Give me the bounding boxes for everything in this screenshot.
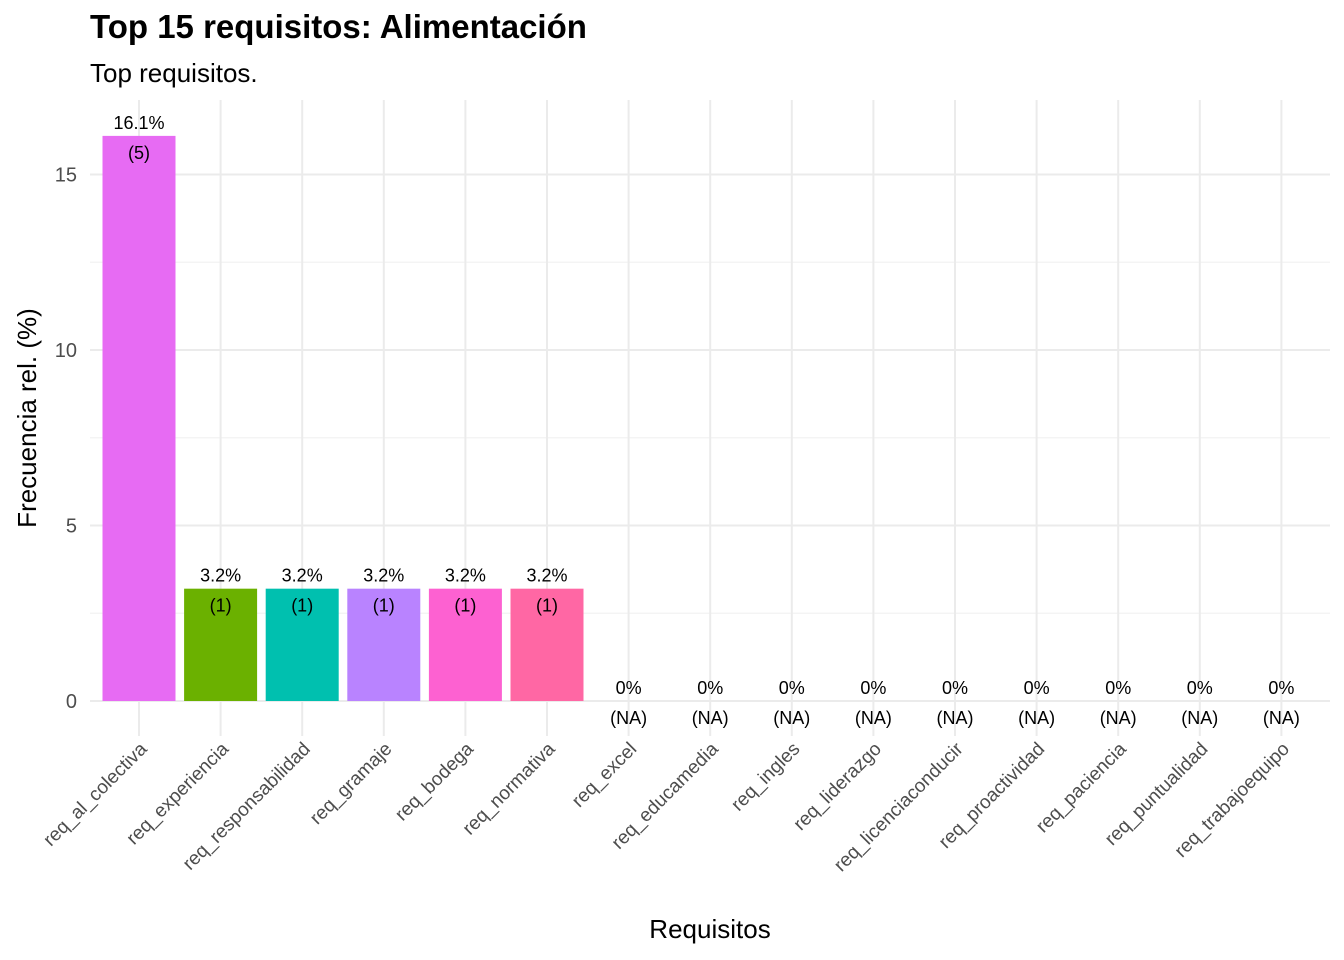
count-label: (1) bbox=[454, 596, 476, 616]
bar-req_al_colectiva bbox=[102, 135, 176, 701]
value-label: 0% bbox=[860, 678, 886, 698]
x-tick-label: req_bodega bbox=[391, 738, 478, 825]
bar-req_responsabilidad bbox=[265, 588, 339, 701]
value-label: 16.1% bbox=[113, 113, 164, 133]
count-label: (1) bbox=[373, 596, 395, 616]
x-tick-label: req_excel bbox=[568, 739, 641, 812]
x-axis-ticks: req_al_colectivareq_experienciareq_respo… bbox=[40, 738, 1294, 876]
bar-req_normativa bbox=[510, 588, 584, 701]
value-label: 0% bbox=[1105, 678, 1131, 698]
x-tick-label: req_ingles bbox=[727, 739, 804, 816]
value-label: 0% bbox=[1024, 678, 1050, 698]
bar-req_gramaje bbox=[347, 588, 421, 701]
bar-req_experiencia bbox=[184, 588, 258, 701]
count-label: (NA) bbox=[1263, 708, 1300, 728]
value-label: 3.2% bbox=[526, 566, 567, 586]
count-label: (NA) bbox=[1100, 708, 1137, 728]
value-label: 0% bbox=[779, 678, 805, 698]
count-label: (5) bbox=[128, 143, 150, 163]
count-label: (NA) bbox=[692, 708, 729, 728]
count-label: (NA) bbox=[773, 708, 810, 728]
count-label: (NA) bbox=[855, 708, 892, 728]
y-axis-ticks: 0 5 10 15 bbox=[55, 165, 77, 714]
data-labels: 16.1% (5) 3.2% (1) 3.2% (1) 3.2% (1) 3.2% (1) 3.2%… bbox=[113, 113, 1299, 728]
count-label: (1) bbox=[291, 596, 313, 616]
value-label: 0% bbox=[1268, 678, 1294, 698]
count-label: (1) bbox=[210, 596, 232, 616]
value-label: 3.2% bbox=[200, 566, 241, 586]
y-axis-title: Frecuencia rel. (%) bbox=[12, 308, 42, 528]
count-label: (NA) bbox=[937, 708, 974, 728]
count-label: (NA) bbox=[1181, 708, 1218, 728]
value-label: 0% bbox=[697, 678, 723, 698]
chart-title: Top 15 requisitos: Alimentación bbox=[90, 8, 587, 45]
count-label: (NA) bbox=[610, 708, 647, 728]
count-label: (1) bbox=[536, 596, 558, 616]
value-label: 3.2% bbox=[363, 566, 404, 586]
y-tick-label: 5 bbox=[66, 516, 77, 538]
y-tick-label: 15 bbox=[55, 165, 77, 187]
x-tick-label: req_gramaje bbox=[306, 739, 396, 829]
value-label: 0% bbox=[942, 678, 968, 698]
count-label: (NA) bbox=[1018, 708, 1055, 728]
y-tick-label: 0 bbox=[66, 691, 77, 713]
value-label: 3.2% bbox=[445, 566, 486, 586]
bar-req_bodega bbox=[428, 588, 502, 701]
x-axis-title: Requisitos bbox=[649, 914, 770, 944]
value-label: 0% bbox=[1187, 678, 1213, 698]
y-tick-label: 10 bbox=[55, 340, 77, 362]
value-label: 0% bbox=[616, 678, 642, 698]
chart-subtitle: Top requisitos. bbox=[90, 58, 258, 88]
value-label: 3.2% bbox=[282, 566, 323, 586]
bars bbox=[102, 135, 584, 701]
